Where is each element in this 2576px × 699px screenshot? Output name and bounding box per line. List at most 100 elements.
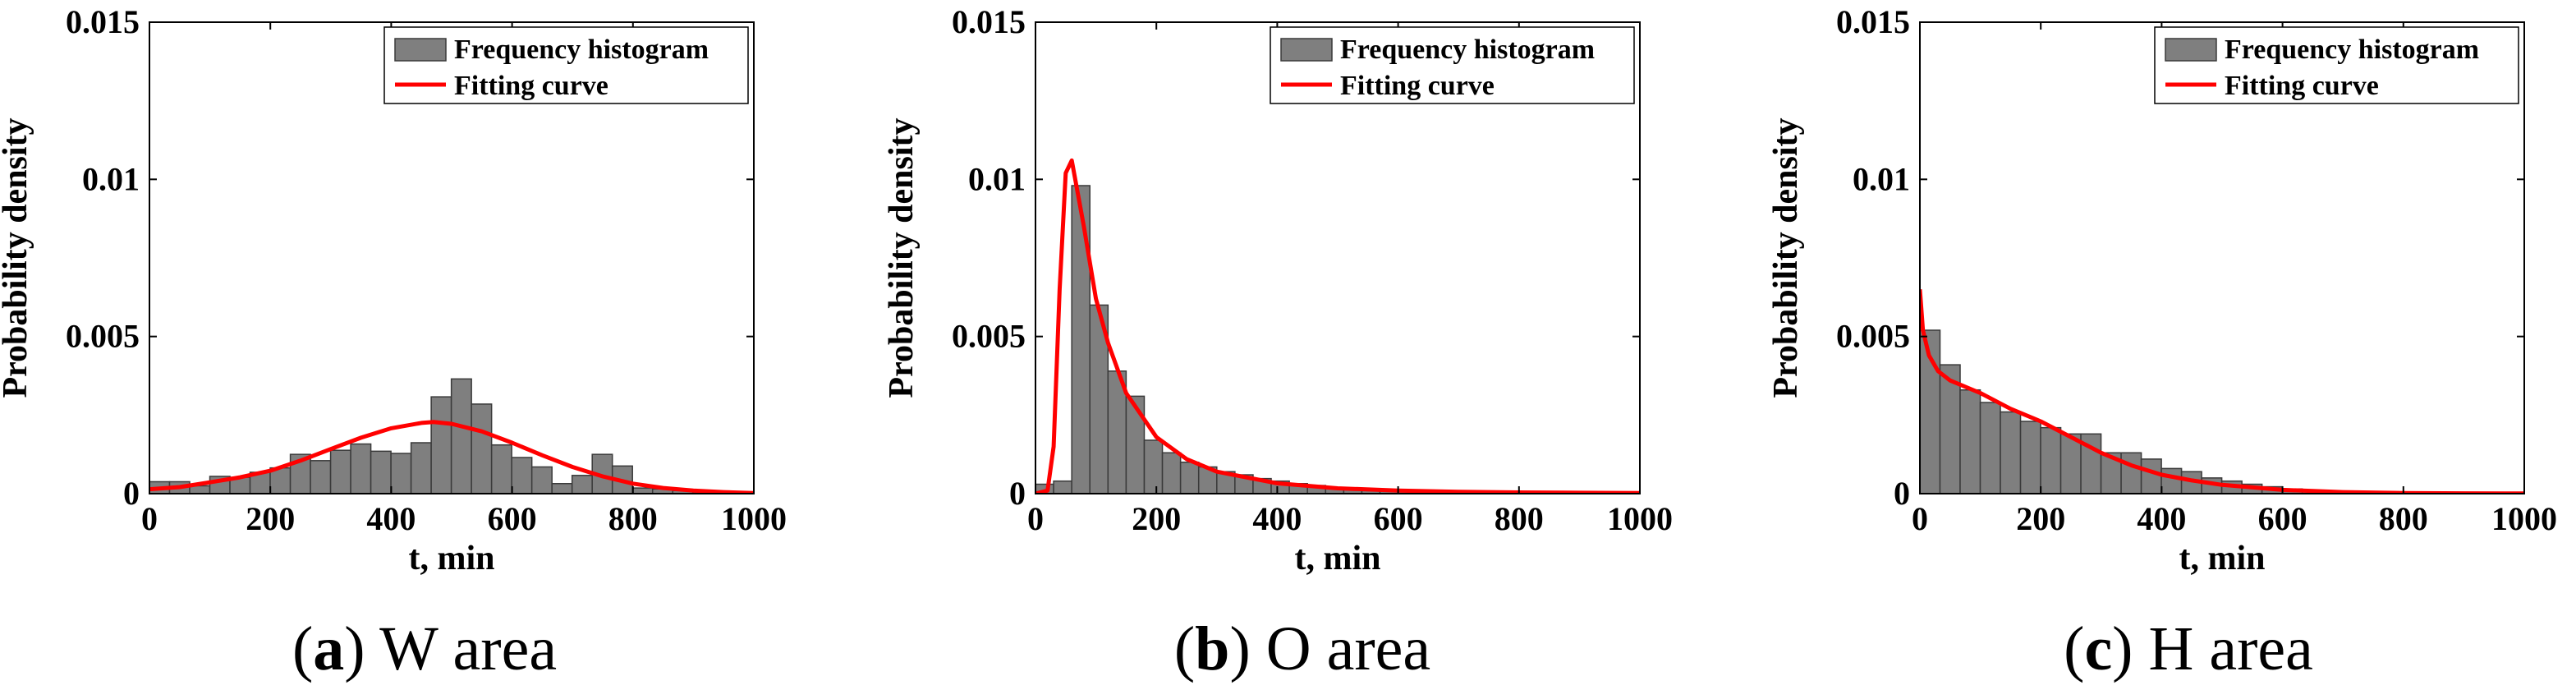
x-tick-label: 200 [1132,500,1181,537]
caption-letter: a [313,614,344,683]
chart-panel-b: 0 200 400 600 800 1000 0 0.005 0.01 0.015 t, min Pr… [883,3,1673,683]
legend-curve-label: Fitting curve [454,71,608,101]
caption-letter: b [1195,614,1229,683]
histogram-bar [1143,439,1164,494]
histogram-bar [1071,185,1091,494]
histogram-bar [2000,411,2022,494]
axes-frame [149,21,755,494]
chart-panel-a: 0 200 400 600 800 1000 0 0.005 0.01 0.015 t, min Pr… [0,3,787,683]
panel-caption: (a) W area [292,614,557,683]
x-tick-label: 600 [2258,500,2307,537]
fitting-curve-line [149,420,754,494]
legend-histogram-swatch [1280,38,1333,62]
caption-paren-open: ( [2064,614,2084,683]
x-tick-label: 800 [2379,500,2428,537]
chart-panel-c: 0 200 400 600 800 1000 0 0.005 0.01 0.015 t, min Pr… [1767,3,2557,683]
y-axis-label: Probability density [883,117,921,398]
histogram-bar [551,483,573,494]
histogram-bar [450,378,472,494]
y-tick-label: 0.005 [1836,318,1910,355]
caption-text: ) O area [1229,614,1430,683]
histogram-bar [1939,364,1961,494]
y-tick-label: 0.01 [82,160,140,197]
panel-caption: (b) O area [1174,614,1430,683]
y-tick-label: 0.005 [952,318,1026,355]
histogram-bars [1920,329,2524,494]
x-tick-label: 600 [488,500,537,537]
histogram-bar [1959,389,1981,494]
x-tick-label: 200 [2016,500,2065,537]
histogram-bar [1053,480,1072,494]
histogram-bar [310,460,332,494]
histogram-bar [1125,395,1146,494]
caption-paren-open: ( [1174,614,1195,683]
x-tick-label: 1000 [2491,500,2557,537]
histogram-bar [2140,458,2162,494]
x-tick-label: 400 [2137,500,2186,537]
caption-paren-open: ( [292,614,313,683]
histogram-bar [390,453,412,494]
histogram-bar [530,466,553,494]
legend: Frequency histogram Fitting curve [2154,26,2519,104]
fitting-curve-line [1035,158,1640,494]
legend-histogram-label: Frequency histogram [454,34,709,65]
legend: Frequency histogram Fitting curve [1270,26,1635,104]
legend-histogram-swatch [2165,38,2217,62]
caption-text: ) W area [344,614,557,683]
histogram-bar [571,475,593,494]
legend-curve-label: Fitting curve [2225,71,2379,101]
legend-histogram-label: Frequency histogram [1340,34,1595,65]
y-tick-label: 0.015 [952,3,1026,40]
histogram-bar [2160,467,2183,494]
histogram-bar [1161,452,1182,494]
y-tick-label: 0.015 [1836,3,1910,40]
y-tick-label: 0 [123,475,140,512]
histogram-bars [149,378,754,494]
x-axis-label: t, min [2179,540,2266,577]
y-tick-label: 0.01 [968,160,1026,197]
legend-histogram-label: Frequency histogram [2225,34,2479,65]
axes-frame [1919,21,2525,494]
x-tick-label: 0 [1027,500,1044,537]
histogram-bar [511,457,533,494]
histogram-bar [329,449,351,494]
histogram-bar [1179,461,1200,494]
x-tick-label: 400 [1252,500,1302,537]
x-axis-label: t, min [1295,540,1381,577]
x-tick-label: 1000 [721,500,787,537]
histogram-bar [490,444,512,494]
fitting-curve-line [1920,289,2524,494]
histogram-bar [1979,402,2001,494]
caption-text: ) H area [2112,614,2313,683]
x-tick-label: 600 [1374,500,1423,537]
histogram-bar [370,450,392,494]
y-tick-label: 0 [1894,475,1910,512]
y-tick-label: 0.005 [66,318,140,355]
y-tick-label: 0.01 [1853,160,1910,197]
x-tick-label: 800 [608,500,658,537]
histogram-bar [410,442,432,494]
x-tick-label: 800 [1495,500,1544,537]
axes-frame [1035,21,1641,494]
y-axis-label: Probability density [1767,117,1805,398]
histogram-bar [350,443,372,494]
histogram-bar [471,403,493,494]
panel-caption: (c) H area [2064,614,2313,683]
histogram-bar [2040,426,2062,494]
x-axis-label: t, min [409,540,495,577]
x-tick-label: 1000 [1607,500,1673,537]
legend-curve-label: Fitting curve [1340,71,1495,101]
x-tick-label: 400 [366,500,416,537]
y-axis-label: Probability density [0,117,34,398]
x-tick-label: 0 [1912,500,1928,537]
histogram-bar [2019,421,2041,494]
x-tick-label: 200 [246,500,295,537]
y-tick-label: 0.015 [66,3,140,40]
legend-histogram-swatch [394,38,447,62]
histogram-bar [430,396,452,494]
histogram-bar [2120,452,2142,494]
histogram-bar [631,487,654,494]
y-tick-label: 0 [1009,475,1026,512]
caption-letter: c [2084,614,2112,683]
